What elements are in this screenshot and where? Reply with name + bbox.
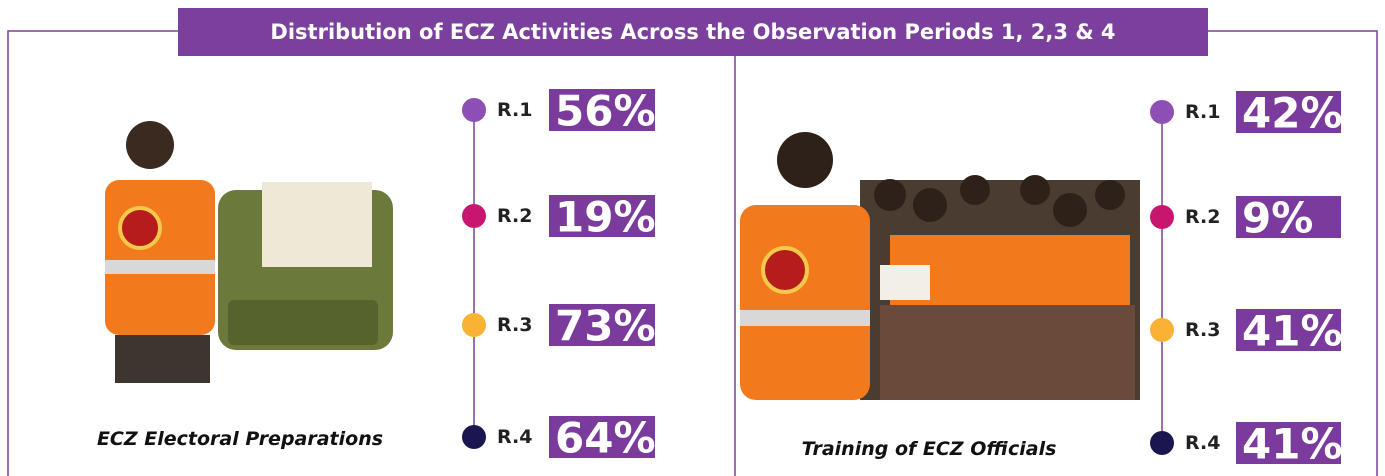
value: 9% bbox=[1242, 194, 1313, 243]
period-dot bbox=[462, 313, 486, 337]
period-dot bbox=[1150, 318, 1174, 342]
caption: ECZ Electoral Preparations bbox=[97, 428, 383, 450]
period-label: R.2 bbox=[1185, 206, 1220, 228]
period-dot bbox=[1150, 431, 1174, 455]
period-label: R.4 bbox=[1185, 432, 1220, 454]
period-label: R.3 bbox=[1185, 319, 1220, 341]
illustration-training bbox=[740, 132, 1140, 400]
value-box bbox=[1236, 196, 1341, 238]
frame bbox=[7, 30, 1378, 476]
value: 41% bbox=[1242, 420, 1343, 469]
value-box bbox=[1236, 422, 1341, 464]
period-label: R.1 bbox=[497, 99, 532, 121]
value: 56% bbox=[555, 87, 656, 136]
title: Distribution of ECZ Activities Across th… bbox=[270, 20, 1115, 44]
period-dot bbox=[1150, 100, 1174, 124]
value-box bbox=[549, 304, 655, 346]
period-label: R.3 bbox=[497, 314, 532, 336]
value-box bbox=[549, 416, 655, 458]
title-banner bbox=[178, 8, 1208, 56]
caption: Training of ECZ Officials bbox=[802, 438, 1057, 460]
period-dot bbox=[462, 204, 486, 228]
illustration-preparations bbox=[105, 121, 393, 383]
value: 73% bbox=[555, 302, 656, 351]
value-box bbox=[549, 195, 655, 237]
value: 64% bbox=[555, 414, 656, 463]
period-dot bbox=[462, 98, 486, 122]
value: 41% bbox=[1242, 307, 1343, 356]
value: 42% bbox=[1242, 89, 1343, 138]
period-label: R.2 bbox=[497, 205, 532, 227]
period-dot bbox=[1150, 205, 1174, 229]
period-label: R.4 bbox=[497, 426, 532, 448]
value-box bbox=[1236, 309, 1341, 351]
value: 19% bbox=[555, 193, 656, 242]
value-box bbox=[549, 89, 655, 131]
period-label: R.1 bbox=[1185, 101, 1220, 123]
period-dot bbox=[462, 425, 486, 449]
value-box bbox=[1236, 91, 1341, 133]
